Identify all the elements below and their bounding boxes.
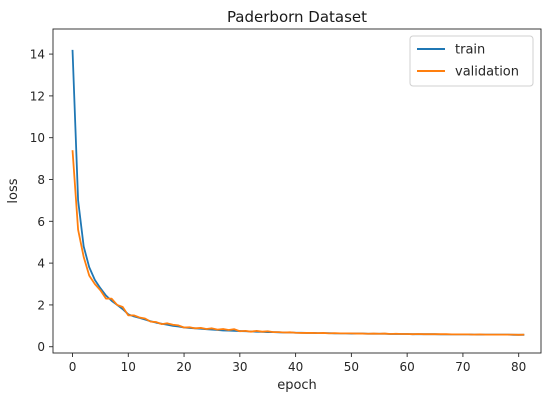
x-axis-title: epoch <box>277 378 317 393</box>
y-tick-label: 14 <box>30 48 45 62</box>
x-tick-label: 60 <box>400 360 415 374</box>
legend-label-validation: validation <box>455 65 519 80</box>
axes: 0 10 20 30 40 50 60 70 80 0 2 4 6 8 10 12 14 <box>30 28 542 374</box>
chart-title: Paderborn Dataset <box>227 8 367 26</box>
y-tick-label: 6 <box>37 215 45 229</box>
y-tick-label: 8 <box>37 173 45 187</box>
x-tick-label: 80 <box>511 360 526 374</box>
x-tick-label: 40 <box>288 360 303 374</box>
x-tick-label: 70 <box>455 360 470 374</box>
y-axis-title: loss <box>6 178 21 203</box>
plot-area <box>71 49 525 336</box>
y-tick-label: 2 <box>37 298 45 312</box>
y-tick-label: 4 <box>37 257 45 271</box>
y-tick-label: 12 <box>30 89 45 103</box>
x-tick-label: 10 <box>121 360 136 374</box>
x-tick-label: 30 <box>232 360 247 374</box>
x-tick-label: 50 <box>344 360 359 374</box>
legend-label-train: train <box>455 43 485 58</box>
x-tick-label: 20 <box>176 360 191 374</box>
y-tick-label: 10 <box>30 131 45 145</box>
y-tick-label: 0 <box>37 340 45 354</box>
x-tick-label: 0 <box>69 360 77 374</box>
series-line-validation <box>71 150 525 336</box>
axes-frame <box>52 28 542 354</box>
legend: train validation <box>409 35 534 87</box>
